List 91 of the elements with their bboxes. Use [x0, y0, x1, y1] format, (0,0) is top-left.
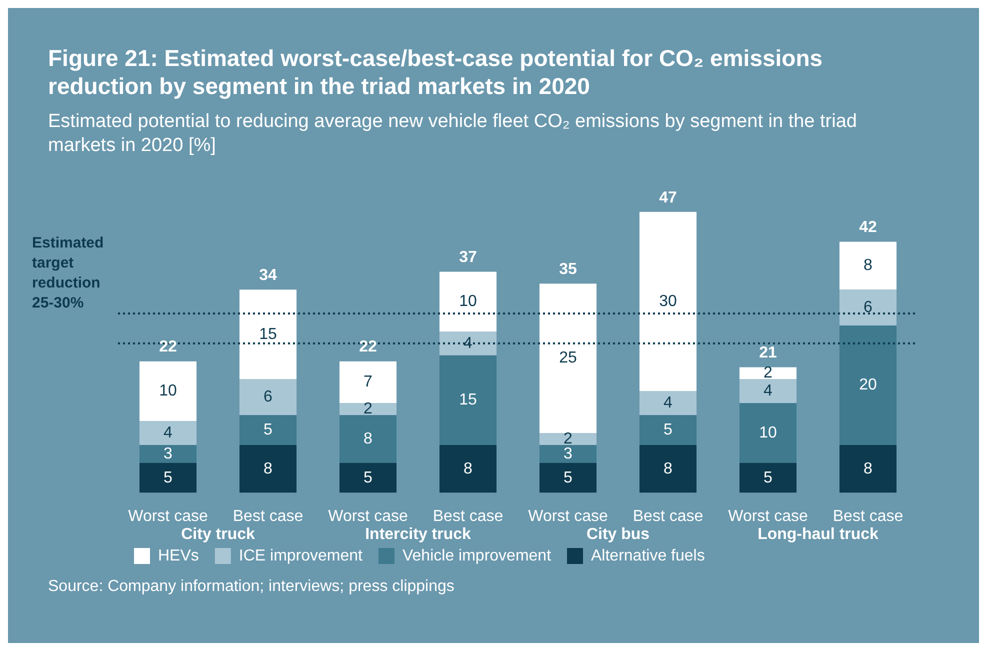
- data-label: 4: [664, 394, 673, 412]
- bar: [239, 444, 297, 493]
- data-label: 8: [464, 460, 473, 478]
- bar: [339, 462, 397, 493]
- data-label: 5: [364, 469, 373, 486]
- total-label: 22: [359, 338, 377, 356]
- data-label: 2: [564, 430, 573, 448]
- bar: [139, 361, 197, 422]
- data-label: 8: [664, 460, 673, 478]
- data-label: 8: [864, 257, 873, 274]
- data-label: 6: [264, 388, 273, 406]
- x-tick-label: Best case: [432, 508, 504, 525]
- data-label: 7: [364, 374, 373, 391]
- bar: [439, 331, 497, 356]
- total-label: 34: [259, 267, 277, 284]
- source-note: Source: Company information; interviews; press clippings: [48, 578, 456, 596]
- ref-line-label: Estimated target reduction 25-30%: [32, 234, 104, 312]
- total-label: 21: [759, 344, 777, 362]
- x-tick-label: Worst case: [328, 508, 408, 525]
- data-label: 15: [259, 326, 277, 343]
- bar: [639, 415, 697, 445]
- legend-label: Alternative fuels: [591, 547, 705, 564]
- legend-label: Vehicle improvement: [402, 547, 552, 564]
- total-label: 42: [859, 219, 877, 236]
- legend-label: ICE improvement: [238, 547, 364, 564]
- x-tick-label: Worst case: [128, 508, 208, 525]
- data-label: 2: [364, 400, 373, 418]
- data-label: 30: [659, 292, 677, 310]
- bar: [339, 415, 397, 463]
- data-label: 4: [164, 424, 173, 442]
- bar: [539, 462, 597, 493]
- data-label: 2: [764, 364, 773, 382]
- bar: [239, 415, 297, 445]
- bar: [839, 325, 897, 445]
- bar: [839, 242, 897, 290]
- data-label: 8: [864, 460, 873, 478]
- text: Long-haul truck: [758, 526, 879, 544]
- x-tick-label: Best case: [632, 508, 704, 525]
- bar: [539, 284, 597, 434]
- x-tick-label: Worst case: [728, 508, 808, 525]
- bar: [839, 290, 897, 326]
- bar: [739, 379, 797, 404]
- text: City truck: [181, 526, 255, 544]
- data-label: 15: [459, 392, 477, 409]
- data-label: 3: [164, 445, 173, 462]
- total-label: 47: [659, 189, 677, 206]
- bar: [139, 444, 197, 463]
- data-label: 5: [564, 469, 573, 486]
- data-label: 4: [764, 382, 773, 400]
- data-label: 25: [559, 350, 577, 367]
- data-label: 10: [759, 424, 777, 442]
- bar: [439, 444, 497, 493]
- x-tick-label: Worst case: [528, 508, 608, 525]
- bar: [839, 444, 897, 493]
- total-label: 35: [559, 261, 577, 278]
- data-label: 5: [264, 421, 273, 438]
- x-tick-label: Best case: [832, 508, 904, 525]
- chart-title: Figure 21: Estimated worst-case/best-case potential for CO₂ emissions reduction by segment in the triad markets in 2020: [48, 44, 824, 100]
- bar: [339, 361, 397, 404]
- x-tick-label: Best case: [232, 508, 304, 525]
- data-label: 5: [164, 469, 173, 486]
- legend-label: HEVs: [158, 547, 199, 564]
- data-label: 3: [564, 445, 573, 462]
- data-label: 8: [364, 430, 373, 448]
- data-label: 5: [664, 421, 673, 438]
- data-label: 20: [859, 376, 877, 394]
- bar: [639, 212, 697, 392]
- bar: [739, 367, 797, 380]
- data-label: 6: [864, 298, 873, 316]
- bar: [239, 379, 297, 416]
- bar: [539, 444, 597, 463]
- bar: [339, 403, 397, 416]
- bar: [139, 421, 197, 445]
- bar: [239, 290, 297, 380]
- bar: [439, 355, 497, 445]
- bar: [739, 403, 797, 463]
- text: Intercity truck: [365, 526, 472, 544]
- text: City bus: [586, 526, 650, 544]
- chart-subtitle: Estimated potential to reducing average new vehicle fleet CO₂ emissions by segment in the triad markets in 2020 [%]: [48, 110, 858, 158]
- data-label: 10: [459, 292, 477, 310]
- data-label: 5: [764, 469, 773, 486]
- data-label: 8: [264, 460, 273, 478]
- bar: [439, 272, 497, 332]
- bar: [139, 462, 197, 493]
- data-label: 10: [159, 382, 177, 400]
- bar: [539, 433, 597, 445]
- total-label: 22: [159, 338, 177, 356]
- bar: [739, 462, 797, 493]
- bar: [639, 391, 697, 416]
- bar: [639, 444, 697, 493]
- total-label: 37: [459, 249, 477, 266]
